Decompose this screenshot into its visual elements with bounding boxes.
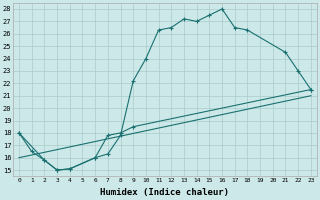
X-axis label: Humidex (Indice chaleur): Humidex (Indice chaleur): [100, 188, 229, 197]
